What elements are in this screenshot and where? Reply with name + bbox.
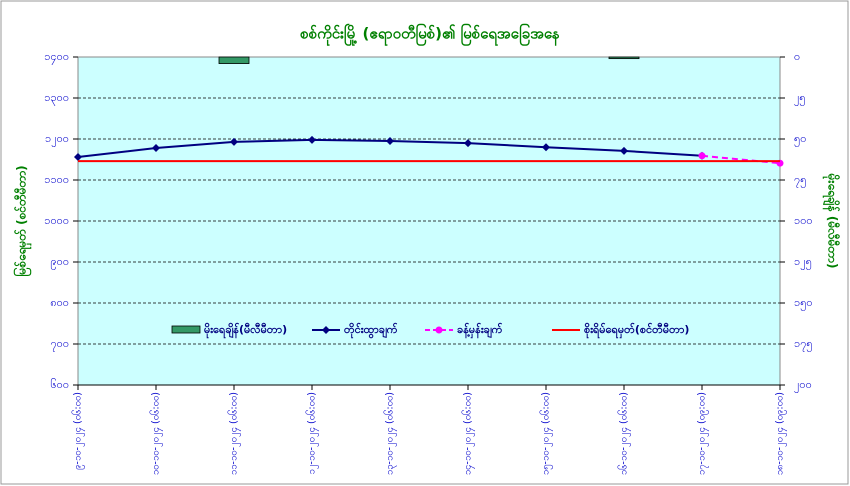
- x-tick-label: ၁၈-၁၀-၂၀၂၄ (၀၉:၀၀): [775, 392, 787, 475]
- y-axis-title: မြစ်ရေမှတ် (စင်တီမီတာ): [12, 165, 33, 276]
- x-tick-label: ၁၅-၁၀-၂၀၂၄ (၀၆:၀၀): [541, 392, 553, 475]
- y-tick-label: ၇၀၀: [50, 337, 69, 352]
- y2-tick-label: ၁၂၅: [794, 255, 812, 270]
- legend-marker: [435, 326, 443, 334]
- y2-tick-label: ၁၅၀: [794, 296, 813, 311]
- y-tick-label: ၁၀၀၀: [44, 214, 69, 227]
- y-tick-label: ၆၀၀: [50, 378, 69, 391]
- x-tick-label: ၁၀-၁၀-၂၀၂၄ (၀၆:၀၀): [151, 392, 163, 475]
- point: [386, 137, 394, 146]
- x-tick-label: ၁၆-၁၀-၂၀၂၄ (၀၆:၀၀): [619, 392, 631, 475]
- point: [698, 152, 706, 160]
- legend-label: မိုးရေချိန်(မီလီမီတာ): [204, 322, 287, 339]
- y-tick-label: ၁၄၀၀: [44, 50, 69, 65]
- y-tick-label: ၈၀၀: [50, 296, 69, 309]
- x-tick-label: ၁၄-၁၀-၂၀၂၄ (၀၆:၀၀): [463, 392, 475, 475]
- y-tick-label: ၁၁၀၀: [44, 173, 69, 186]
- y2-tick-label: ၀: [794, 50, 800, 63]
- y-tick-label: ၉၀၀: [50, 255, 69, 270]
- y2-tick-label: ၂၀၀: [794, 378, 812, 393]
- point: [542, 143, 550, 152]
- legend-label: စိုးရိမ်ရေမှတ်(စင်တီမီတာ): [584, 322, 689, 339]
- point: [308, 135, 316, 144]
- point: [464, 139, 472, 148]
- y-tick-label: ၁၃၀၀: [44, 91, 69, 106]
- rain-bar: [608, 56, 640, 60]
- point: [620, 146, 628, 155]
- legend-marker: [322, 326, 330, 334]
- x-tick-label: ၉-၁၀-၂၀၂၄ (၀၆:၀၀): [73, 392, 85, 470]
- y-tick-label: ၁၂၀၀: [45, 132, 69, 147]
- point: [74, 153, 82, 162]
- y2-tick-label: ၁၀၀: [794, 214, 813, 227]
- x-tick-label: ၁၂-၁၀-၂၀၂၄ (၀၆:၀၀): [307, 392, 319, 475]
- y2-axis-title: မိုးရေချိန် (မီလီမီတာ): [822, 173, 842, 269]
- x-tick-label: ၁၁-၁၀-၂၀၂၄ (၀၆:၀၀): [229, 392, 241, 475]
- legend-label: ခန့်မှန်းချက်: [457, 322, 503, 339]
- y2-tick-label: ၁၇၅: [794, 337, 813, 352]
- y2-tick-label: ၅၀: [794, 132, 806, 147]
- legend-swatch: [171, 325, 201, 334]
- y2-tick-label: ၇၅: [794, 173, 806, 188]
- rain-bar: [218, 56, 250, 64]
- x-tick-label: ၁၃-၁၀-၂၀၂၄ (၀၆:၀၀): [385, 392, 397, 475]
- x-tick-label: ၁၇-၁၀-၂၀၂၄ (၀၉:၀၀): [697, 392, 709, 475]
- legend-label: တိုင်းထွာချက်: [344, 322, 398, 339]
- point: [230, 137, 238, 146]
- point: [152, 144, 160, 153]
- y2-tick-label: ၂၅: [794, 91, 806, 106]
